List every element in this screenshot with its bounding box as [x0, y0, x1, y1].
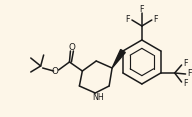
Text: F: F [126, 15, 130, 24]
Text: F: F [183, 79, 188, 88]
Text: NH: NH [92, 93, 104, 102]
Text: F: F [154, 15, 158, 24]
Text: F: F [187, 69, 192, 79]
Text: O: O [69, 42, 76, 51]
Text: F: F [183, 60, 188, 68]
Text: F: F [140, 4, 144, 13]
Polygon shape [112, 49, 125, 68]
Text: O: O [51, 68, 58, 77]
